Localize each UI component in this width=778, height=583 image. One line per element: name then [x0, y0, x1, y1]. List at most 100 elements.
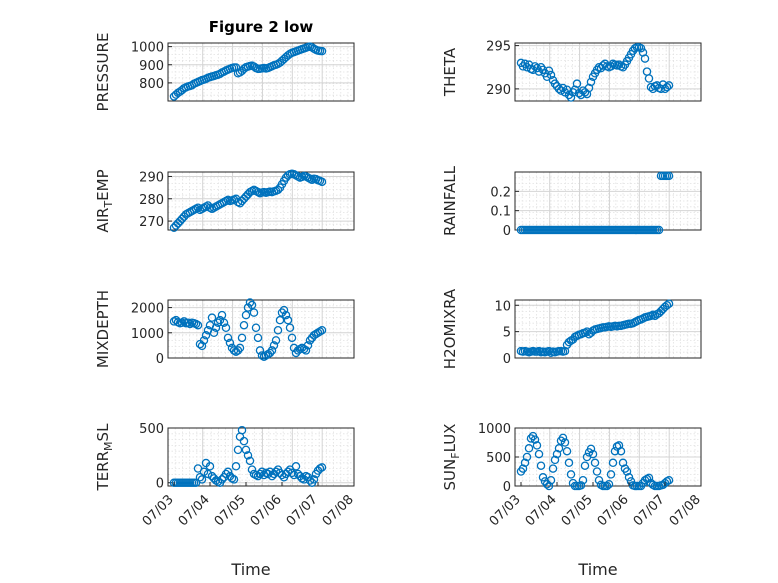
data-point: [530, 62, 540, 71]
xtick-label: 07/05: [212, 492, 249, 529]
subplot-5: 0 1000 2000 MIXDEPTH: [94, 290, 355, 368]
axes-box: [514, 299, 702, 359]
data-point: [640, 54, 650, 63]
data-point: [221, 323, 231, 332]
data-point: [251, 323, 261, 332]
ytick-label: 10: [494, 299, 511, 314]
data-point: [556, 86, 566, 95]
data-point: [534, 449, 544, 459]
ytick-label: 0: [503, 480, 511, 495]
data-point: [664, 299, 674, 308]
data-point: [606, 62, 616, 71]
data-point: [524, 444, 534, 453]
data-point: [654, 225, 664, 235]
data-point: [317, 463, 327, 472]
axes-box: [167, 42, 355, 102]
data-point: [229, 475, 239, 484]
data-point: [257, 351, 267, 360]
xtick-label: 07/07: [284, 492, 321, 529]
xtick-label: 07/08: [667, 492, 704, 529]
data-point: [249, 308, 259, 317]
data-point: [548, 464, 558, 473]
data-point: [644, 473, 654, 483]
data-point: [287, 333, 297, 343]
data-points: [169, 169, 327, 233]
label-subscript: M: [102, 441, 115, 451]
ytick-label: 270: [139, 215, 164, 230]
data-point: [233, 346, 243, 355]
data-point: [211, 323, 221, 332]
ylabel: THETA: [441, 47, 459, 97]
data-point: [546, 475, 556, 485]
data-point: [255, 469, 265, 479]
data-point: [590, 458, 600, 468]
data-point: [177, 318, 187, 327]
data-point: [253, 333, 263, 343]
data-point: [247, 465, 257, 474]
data-point: [241, 310, 251, 320]
ytick-label: 900: [139, 59, 164, 74]
data-point: [586, 77, 596, 87]
data-point: [245, 298, 255, 307]
data-point: [241, 445, 251, 455]
ylabel: AIRTEMP: [94, 169, 115, 232]
data-point: [564, 458, 574, 468]
ytick-label: 0: [503, 224, 511, 239]
data-point: [520, 458, 530, 468]
data-points: [169, 425, 327, 487]
data-point: [550, 79, 560, 88]
data-point: [544, 66, 554, 75]
xtick-label: 07/05: [559, 492, 596, 529]
data-point: [231, 462, 241, 471]
data-point: [562, 446, 572, 456]
data-point: [662, 82, 672, 92]
data-point: [606, 470, 616, 479]
label-part: SUN: [441, 459, 459, 491]
data-point: [197, 475, 207, 484]
chart-title: Figure 2 low: [209, 18, 314, 36]
data-point: [291, 462, 301, 471]
data-point: [550, 455, 560, 465]
data-point: [644, 74, 654, 83]
data-point: [201, 331, 211, 340]
data-points: [516, 431, 674, 491]
data-point: [530, 435, 540, 444]
data-point: [578, 475, 588, 485]
subplot-2: 290 295 THETA: [441, 40, 702, 102]
data-point: [219, 318, 229, 327]
data-points: [169, 42, 327, 101]
data-point: [217, 310, 227, 320]
data-point: [207, 313, 217, 322]
data-point: [622, 467, 632, 476]
data-point: [664, 475, 674, 485]
data-point: [281, 310, 291, 320]
data-point: [255, 346, 265, 355]
data-point: [604, 480, 614, 489]
data-point: [566, 93, 576, 102]
data-point: [614, 441, 624, 450]
data-point: [233, 445, 243, 455]
ylabel: PRESSURE: [94, 33, 112, 112]
xtick-label: 07/07: [631, 492, 668, 529]
ytick-label: 500: [139, 422, 164, 437]
ytick-label: 5: [503, 326, 511, 341]
data-point: [624, 473, 634, 482]
data-point: [602, 481, 612, 491]
data-point: [317, 46, 327, 56]
data-point: [610, 446, 620, 456]
data-point: [273, 326, 283, 335]
xlabel: Time: [230, 560, 270, 579]
data-point: [576, 481, 586, 490]
axes-box: [514, 42, 702, 102]
axes-box: [167, 427, 355, 487]
data-point: [656, 84, 666, 94]
data-point: [592, 65, 602, 75]
data-point: [582, 327, 592, 336]
data-point: [594, 475, 604, 485]
subplot-6: 0 5 10 H2OMIXRA: [441, 288, 702, 369]
data-point: [275, 315, 285, 325]
data-point: [598, 61, 608, 70]
data-point: [305, 336, 315, 345]
xtick-label: 07/03: [487, 492, 524, 529]
